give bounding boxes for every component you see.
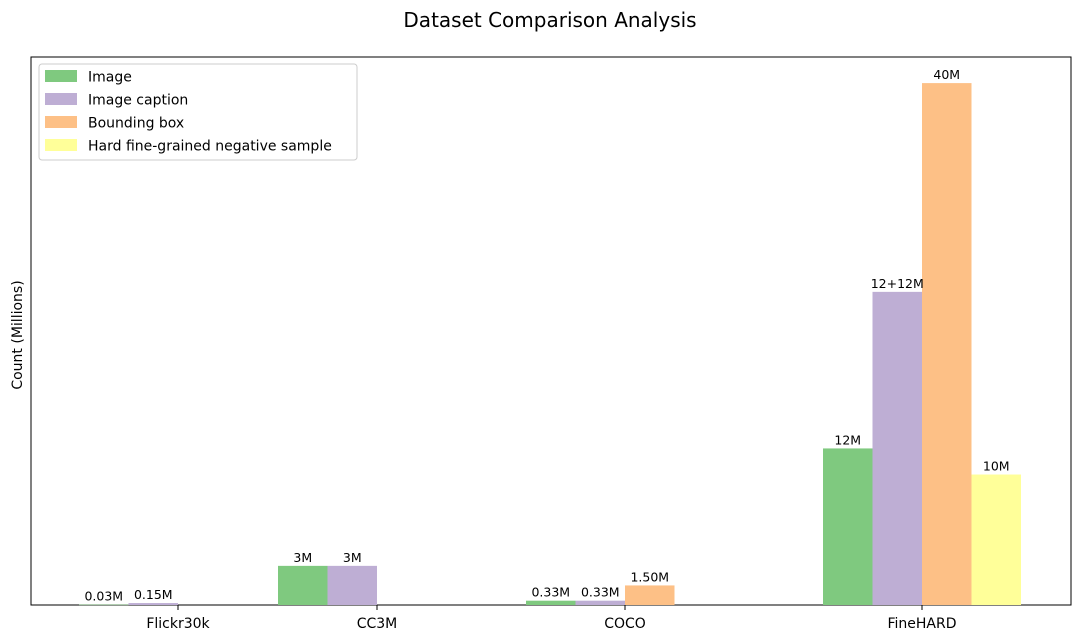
data-label-flickr30k-image: 0.03M (84, 589, 123, 604)
data-label-coco-image-caption: 0.33M (581, 585, 620, 600)
x-axis-ticks: Flickr30k CC3M COCO FineHARD (146, 605, 957, 632)
x-tick-label-finehard: FineHARD (887, 616, 956, 632)
legend-swatch-hard-fine-grained-negative-sample (45, 139, 77, 151)
legend-label-hard-fine-grained-negative-sample: Hard fine-grained negative sample (88, 139, 332, 155)
legend-box (38, 63, 358, 161)
bar-finehard-image-caption (872, 291, 922, 605)
data-label-finehard-bounding-box: 40M (933, 67, 960, 82)
x-tick-label-flickr30k: Flickr30k (146, 616, 210, 632)
legend-label-bounding-box: Bounding box (88, 116, 184, 132)
bar-finehard-bounding-box (922, 83, 972, 606)
data-label-finehard-hard-fine-grained-negative-sample: 10M (983, 459, 1010, 474)
legend-swatch-image (45, 70, 77, 82)
bar-cc3m-image-caption (327, 565, 377, 605)
bar-coco-bounding-box (625, 585, 675, 605)
data-label-cc3m-image-caption: 3M (343, 550, 362, 565)
bar-flickr30k-image (79, 604, 129, 606)
legend: Image Image caption Bounding box Hard fine-… (38, 63, 358, 161)
data-label-finehard-image-caption: 12+12M (871, 276, 924, 291)
data-label-finehard-image: 12M (834, 432, 861, 447)
x-tick-label-cc3m: CC3M (357, 616, 398, 632)
data-label-coco-bounding-box: 1.50M (630, 569, 669, 584)
legend-swatch-bounding-box (45, 116, 77, 128)
bar-finehard-hard-fine-grained-negative-sample (971, 474, 1021, 605)
data-label-coco-image: 0.33M (531, 585, 570, 600)
data-label-cc3m-image: 3M (293, 550, 312, 565)
bar-flickr30k-image-caption (128, 603, 178, 605)
bar-finehard-image (823, 448, 873, 605)
chart-title: Dataset Comparison Analysis (403, 8, 696, 32)
legend-swatch-image-caption (45, 93, 77, 105)
bar-cc3m-image (278, 565, 328, 605)
y-axis-label: Count (Millions) (10, 280, 26, 389)
bars-group (79, 83, 1021, 606)
data-labels-group: 0.03M 0.15M 3M 3M 0.33M 0.33M 1.50M 12M 12+12M 40… (84, 67, 1009, 604)
bar-coco-image-caption (575, 600, 625, 605)
legend-label-image-caption: Image caption (88, 93, 188, 109)
data-label-flickr30k-image-caption: 0.15M (134, 587, 173, 602)
legend-label-image: Image (88, 70, 132, 86)
bar-coco-image (526, 600, 576, 605)
x-tick-label-coco: COCO (604, 616, 646, 632)
